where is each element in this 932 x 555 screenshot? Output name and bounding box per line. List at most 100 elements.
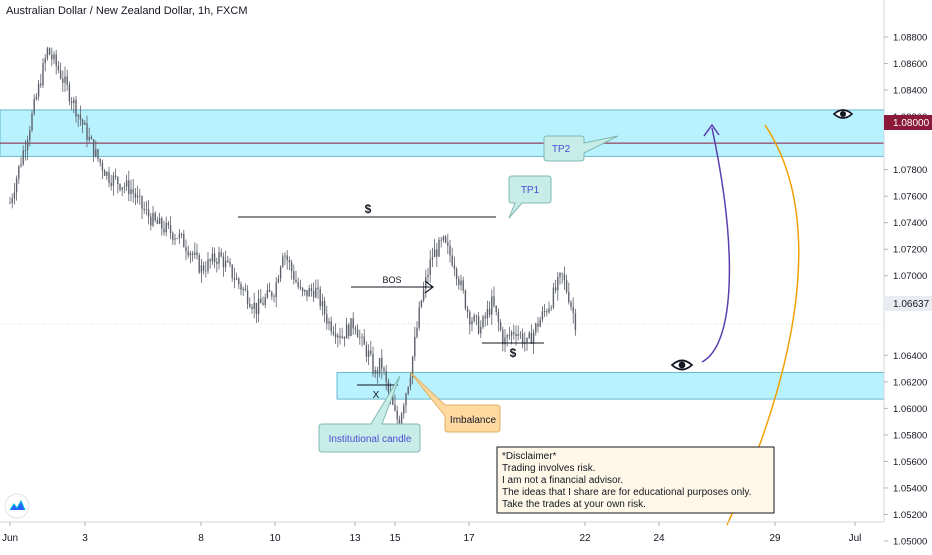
- candle-body: [557, 277, 559, 291]
- purple-target-arrow: [701, 127, 731, 363]
- candle-body: [284, 255, 286, 257]
- price-tick-label: 1.06000: [893, 404, 927, 415]
- candle-body: [425, 277, 427, 289]
- candle-body: [163, 228, 165, 233]
- candle-body: [51, 54, 53, 60]
- candle-body: [213, 253, 216, 262]
- candle-body: [40, 83, 42, 86]
- candle-body: [528, 332, 530, 338]
- candle-body: [235, 278, 238, 280]
- candle-body: [308, 288, 310, 297]
- candle-body: [103, 170, 106, 176]
- price-tick-label: 1.07600: [893, 192, 927, 203]
- candle-body: [363, 336, 365, 345]
- time-tick-label: 22: [579, 533, 591, 544]
- candle-body: [315, 287, 317, 298]
- candle-body: [537, 323, 539, 327]
- candle-body: [323, 300, 326, 315]
- time-tick-label: Jun: [2, 533, 18, 544]
- price-tick-label: 1.07400: [893, 218, 927, 229]
- candle-body: [220, 252, 222, 257]
- candle-body: [196, 252, 198, 256]
- price-axis-background[interactable]: [884, 0, 932, 550]
- candle-body: [297, 282, 299, 288]
- candle-body: [288, 260, 291, 263]
- candle-body: [392, 396, 394, 405]
- candle-body: [110, 182, 112, 186]
- candle-body: [330, 321, 332, 332]
- candle-body: [229, 261, 231, 265]
- candle-body: [99, 158, 101, 163]
- disclaimer-line: Take the trades at your own risk.: [502, 499, 646, 510]
- candle-body: [134, 193, 137, 198]
- candle-body: [205, 270, 207, 272]
- time-tick-label: 17: [463, 533, 475, 544]
- candle-body: [418, 306, 420, 328]
- candle-body: [68, 84, 71, 102]
- candle-body: [174, 238, 176, 240]
- candle-body: [532, 332, 535, 344]
- price-tick-label: 1.07800: [893, 165, 927, 176]
- candle-body: [469, 312, 471, 325]
- candle-body: [257, 298, 260, 315]
- time-axis[interactable]: Jun 3 8 10 13 15 17 22 24 29 Jul: [2, 522, 861, 544]
- tp1-callout: [508, 175, 552, 219]
- candle-body: [321, 300, 324, 307]
- candle-body: [499, 322, 502, 330]
- candle-body: [130, 189, 132, 195]
- candle-body: [350, 318, 352, 336]
- candle-body: [570, 302, 572, 307]
- candle-body: [429, 259, 431, 275]
- candle-body: [268, 290, 271, 292]
- candle-body: [117, 177, 119, 184]
- candle-body: [55, 54, 57, 66]
- eye-icon: [832, 109, 854, 119]
- candle-body: [95, 149, 97, 157]
- time-tick-label: 15: [389, 533, 401, 544]
- candle-body: [530, 332, 533, 344]
- candle-body: [277, 278, 280, 283]
- candle-body: [211, 253, 214, 262]
- candle-body: [106, 171, 108, 176]
- candle-body: [176, 238, 178, 240]
- candle-body: [279, 266, 282, 279]
- candle-body: [431, 257, 434, 260]
- candle-body: [264, 297, 266, 305]
- candle-body: [227, 260, 229, 262]
- candle-body: [244, 288, 247, 291]
- candle-body: [416, 327, 418, 337]
- price-tick-label: 1.08800: [893, 33, 927, 44]
- candle-body: [471, 321, 473, 325]
- candle-body: [572, 306, 574, 314]
- candle-body: [114, 175, 117, 178]
- candle-body: [304, 289, 306, 292]
- candle-body: [548, 308, 550, 313]
- candle-body: [550, 307, 552, 309]
- candle-body: [15, 178, 18, 193]
- candle-body: [484, 316, 486, 319]
- candle-body: [275, 282, 277, 298]
- candle-body: [29, 130, 31, 141]
- candle-body: [169, 225, 172, 234]
- candles-group: [9, 46, 577, 427]
- time-tick-label: Jul: [849, 533, 862, 544]
- candle-body: [207, 259, 209, 272]
- tp1-label: TP1: [521, 185, 540, 196]
- tradingview-logo-icon[interactable]: [4, 493, 30, 519]
- candle-body: [216, 261, 218, 264]
- candle-body: [414, 336, 416, 357]
- candle-body: [158, 218, 161, 224]
- candle-body: [64, 76, 66, 83]
- candle-body: [44, 58, 46, 64]
- candle-body: [198, 255, 200, 273]
- candle-body: [462, 280, 464, 291]
- candle-body: [376, 370, 379, 374]
- candle-body: [348, 324, 350, 336]
- candle-body: [145, 209, 148, 211]
- candle-body: [123, 186, 126, 188]
- candle-body: [343, 336, 346, 339]
- candle-body: [519, 333, 522, 335]
- chart-title: Australian Dollar / New Zealand Dollar, …: [6, 5, 248, 17]
- candle-body: [400, 413, 403, 425]
